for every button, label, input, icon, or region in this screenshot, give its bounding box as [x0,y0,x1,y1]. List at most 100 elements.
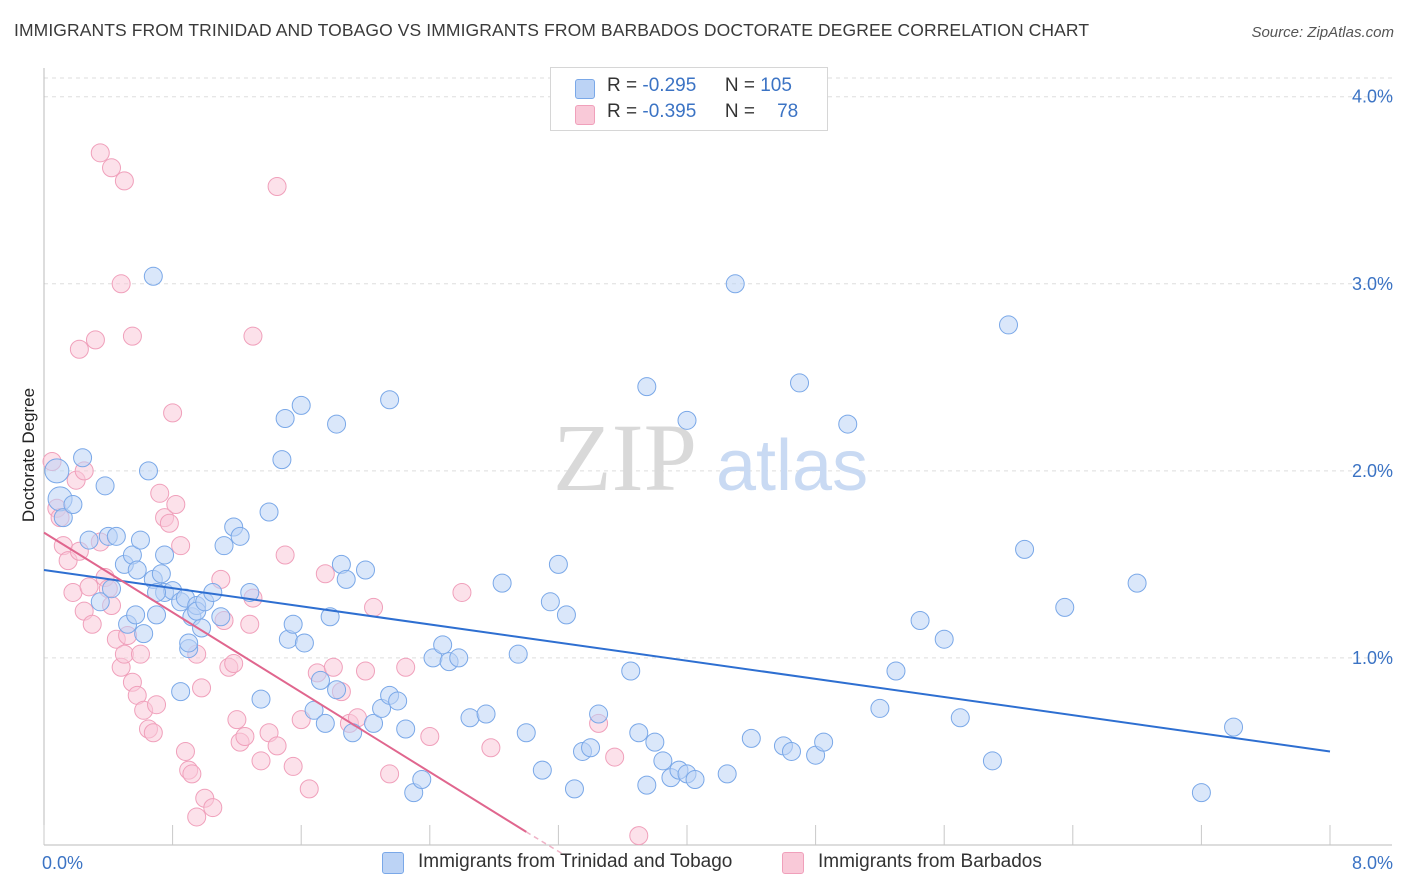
data-point-trinidad [433,635,453,655]
data-point-barbados [251,751,271,771]
data-point-trinidad [814,732,834,752]
data-point-trinidad [320,607,340,627]
data-point-barbados [605,747,625,767]
data-point-barbados [63,582,83,602]
data-point-trinidad [548,554,568,574]
data-point-barbados [267,736,287,756]
data-point-trinidad [315,713,335,733]
legend-r-label: R = [607,75,638,96]
data-point-trinidad [155,545,175,565]
data-point-trinidad [336,569,356,589]
data-point-barbados [182,764,202,784]
data-point-barbados [299,779,319,799]
data-point-barbados [187,807,207,827]
data-point-trinidad [275,408,295,428]
data-point-barbados [356,661,375,681]
data-point-trinidad [127,560,147,580]
data-point-trinidad [294,633,314,653]
trend-line-barbados-extension [525,831,567,857]
data-point-barbados [235,726,255,746]
data-point-trinidad [781,741,801,761]
y-tick-label: 3.0% [1352,274,1393,294]
data-point-trinidad [95,476,115,496]
data-point-trinidad [259,502,279,522]
data-point-trinidad [44,458,70,484]
data-point-barbados [192,678,212,698]
data-point-trinidad [1127,573,1147,593]
data-point-trinidad [556,605,576,625]
data-point-trinidad [685,770,705,790]
data-point-trinidad [364,713,384,733]
data-point-trinidad [637,775,657,795]
data-point-trinidad [629,723,649,743]
data-point-barbados [130,644,150,664]
data-point-trinidad [143,266,163,286]
data-point-trinidad [179,633,199,653]
x-tick-label: 8.0% [1352,853,1393,873]
data-point-barbados [396,657,416,677]
data-point-trinidad [886,661,906,681]
data-point-trinidad [508,644,528,664]
data-point-trinidad [240,582,260,602]
bottom-legend-label-barbados: Immigrants from Barbados [818,851,1042,872]
chart-title: IMMIGRANTS FROM TRINIDAD AND TOBAGO VS I… [14,20,1090,40]
data-point-trinidad [151,564,171,584]
data-point-barbados [283,756,303,776]
data-point-trinidad [492,573,512,593]
data-point-trinidad [950,708,970,728]
data-point-barbados [315,564,335,584]
data-point-barbados [159,513,179,533]
y-tick-label: 2.0% [1352,461,1393,481]
legend-swatch-barbados [575,105,595,125]
data-point-trinidad [532,760,552,780]
bottom-legend-swatch-barbados [782,852,804,874]
data-point-trinidad [343,723,363,743]
data-point-trinidad [327,680,347,700]
data-point-trinidad [327,414,347,434]
data-point-barbados [171,536,191,556]
x-tick-label: 0.0% [42,853,83,873]
data-point-trinidad [380,390,400,410]
data-point-trinidad [130,530,150,550]
data-point-trinidad [90,592,110,612]
data-point-trinidad [910,611,930,631]
data-point-trinidad [79,530,99,550]
data-point-trinidad [581,738,601,758]
data-point-trinidad [621,661,641,681]
data-point-trinidad [460,708,480,728]
data-point-trinidad [138,461,158,481]
data-point-trinidad [741,728,761,748]
data-point-trinidad [540,592,560,612]
grid-lines [44,77,1392,659]
data-point-trinidad [677,410,697,430]
data-point-trinidad [449,648,469,668]
data-point-trinidad [388,691,408,711]
legend-r-value-barbados: -0.395 [642,101,697,122]
data-point-trinidad [356,560,375,580]
data-point-barbados [364,597,384,617]
data-point-trinidad [63,495,83,515]
data-point-barbados [481,738,501,758]
data-point-trinidad [272,450,292,470]
data-point-trinidad [134,624,154,644]
tick-labels: 1.0% 2.0% 3.0% 4.0% 0.0% 8.0% [42,87,1393,873]
data-point-trinidad [283,614,303,634]
data-point-trinidad [106,526,126,546]
bottom-legend-label-trinidad: Immigrants from Trinidad and Tobago [418,851,733,872]
data-point-barbados [452,582,472,602]
data-point-trinidad [102,579,122,599]
data-point-trinidad [73,448,93,468]
y-axis-label: Doctorate Degree [19,388,38,522]
data-point-trinidad [999,315,1018,335]
data-point-trinidad [1015,539,1035,559]
data-point-barbados [420,726,440,746]
data-point-trinidad [717,764,737,784]
legend-n-label: N = [724,101,755,122]
data-point-barbados [267,177,287,197]
legend-n-value-barbados: 78 [777,101,799,122]
data-point-barbados [275,545,295,565]
data-point-trinidad [171,682,191,702]
data-point-trinidad [214,536,234,556]
data-point-trinidad [934,629,954,649]
data-point-barbados [323,657,343,677]
